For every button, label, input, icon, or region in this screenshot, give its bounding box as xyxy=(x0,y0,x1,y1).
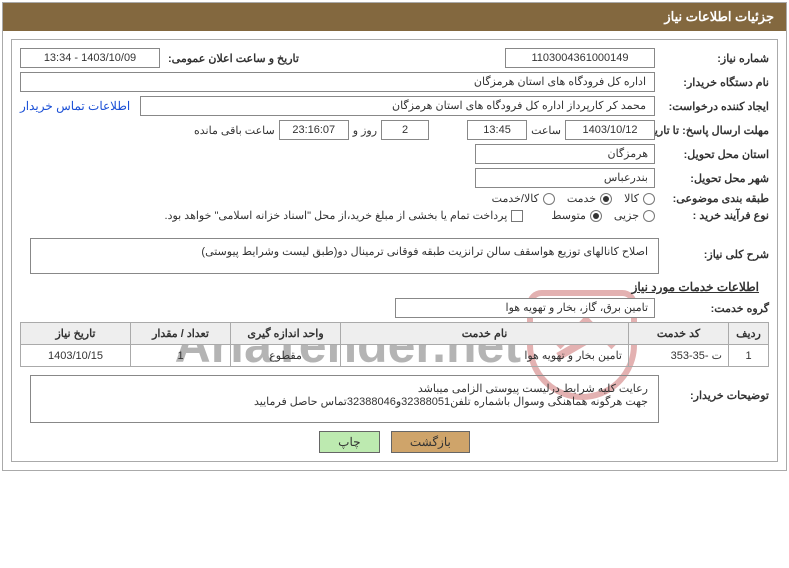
deadline-date-field: 1403/10/12 xyxy=(565,120,655,140)
th-name: نام خدمت xyxy=(341,323,629,345)
buyer-field: اداره کل فرودگاه های استان هرمزگان xyxy=(20,72,655,92)
proc-label: نوع فرآیند خرید : xyxy=(659,209,769,222)
days-unit: روز و xyxy=(353,124,377,137)
radio-both[interactable]: کالا/خدمت xyxy=(492,192,555,205)
notes-label: توضیحات خریدار: xyxy=(659,389,769,402)
radio-med[interactable]: متوسط xyxy=(551,209,602,222)
service-group-field: تامین برق، گاز، بخار و تهویه هوا xyxy=(395,298,655,318)
announce-label: تاریخ و ساعت اعلان عمومی: xyxy=(164,52,299,65)
back-button[interactable]: بازگشت xyxy=(391,431,470,453)
title-bar: جزئیات اطلاعات نیاز xyxy=(3,3,786,31)
niaz-no-field: 1103004361000149 xyxy=(505,48,655,68)
notes-box: رعایت کلیه شرایط درلیست پیوستی الزامی می… xyxy=(30,375,659,423)
th-qty: تعداد / مقدار xyxy=(131,323,231,345)
buyer-label: نام دستگاه خریدار: xyxy=(659,76,769,89)
city-field: بندرعباس xyxy=(475,168,655,188)
requester-label: ایجاد کننده درخواست: xyxy=(659,100,769,113)
days-field: 2 xyxy=(381,120,429,140)
city-label: شهر محل تحویل: xyxy=(659,172,769,185)
radio-kala[interactable]: کالا xyxy=(624,192,655,205)
hour-field: 13:45 xyxy=(467,120,527,140)
services-header: اطلاعات خدمات مورد نیاز xyxy=(20,280,759,294)
th-row: ردیف xyxy=(729,323,769,345)
remain-time-field: 23:16:07 xyxy=(279,120,349,140)
checkbox-treasury[interactable]: پرداخت تمام یا بخشی از مبلغ خرید،از محل … xyxy=(165,209,524,222)
summary-box: اصلاح کانالهای توزیع هواسقف سالن ترانزیت… xyxy=(30,238,659,274)
contact-link[interactable]: اطلاعات تماس خریدار xyxy=(20,99,136,113)
radio-khedmat[interactable]: خدمت xyxy=(567,192,612,205)
hour-label: ساعت xyxy=(531,124,561,137)
services-table: ردیف کد خدمت نام خدمت واحد اندازه گیری ت… xyxy=(20,322,769,367)
radio-small[interactable]: جزیی xyxy=(614,209,655,222)
service-group-label: گروه خدمت: xyxy=(659,302,769,315)
print-button[interactable]: چاپ xyxy=(319,431,379,453)
table-row: 1 ت -35-353 تامین بخار و تهویه هوا مقطوع… xyxy=(21,345,769,367)
cat-label: طبقه بندی موضوعی: xyxy=(659,192,769,205)
niaz-no-label: شماره نیاز: xyxy=(659,52,769,65)
th-unit: واحد اندازه گیری xyxy=(231,323,341,345)
th-date: تاریخ نیاز xyxy=(21,323,131,345)
announce-field: 1403/10/09 - 13:34 xyxy=(20,48,160,68)
deadline-label: مهلت ارسال پاسخ: تا تاریخ: xyxy=(659,124,769,137)
remain-label: ساعت باقی مانده xyxy=(194,124,275,137)
summary-label: شرح کلی نیاز: xyxy=(659,248,769,261)
province-field: هرمزگان xyxy=(475,144,655,164)
requester-field: محمد کر کارپرداز اداره کل فرودگاه های اس… xyxy=(140,96,655,116)
th-code: کد خدمت xyxy=(629,323,729,345)
province-label: استان محل تحویل: xyxy=(659,148,769,161)
